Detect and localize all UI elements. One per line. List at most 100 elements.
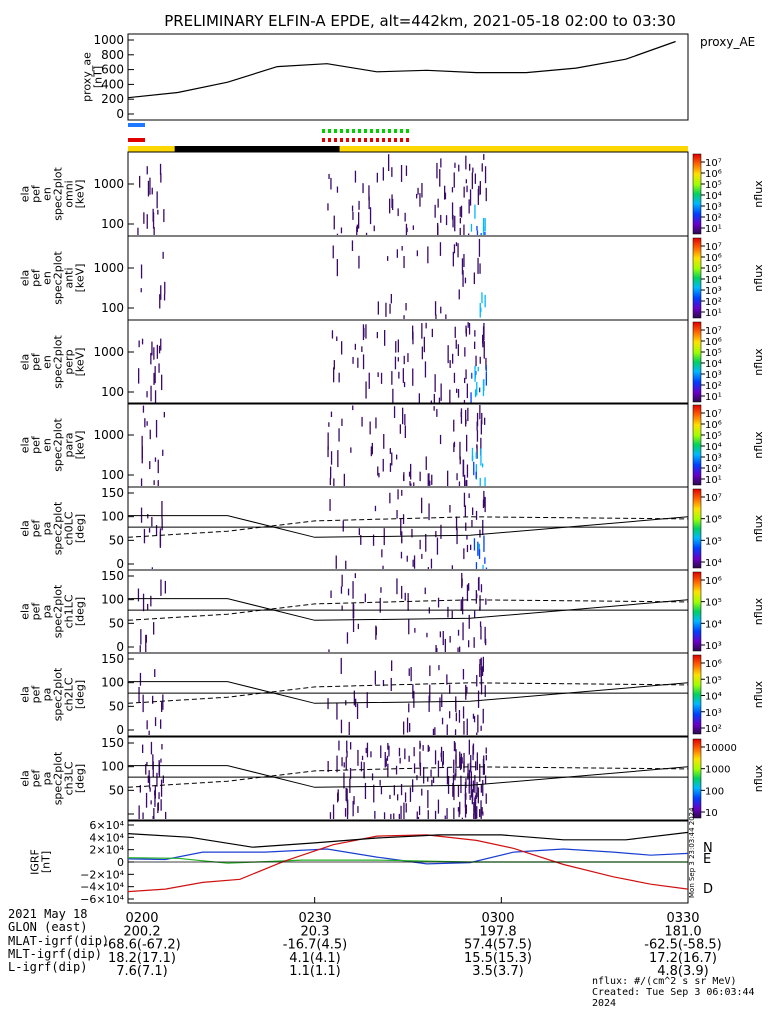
pitch-3-speck (418, 806, 421, 816)
spectrogram-0-speck (479, 181, 481, 195)
pitch-2-speck (146, 720, 148, 730)
spectrogram-3-speck (327, 432, 329, 450)
proxy-ae-panel (127, 33, 689, 121)
pitch-2-speck (465, 684, 467, 700)
colorbar-0 (692, 153, 702, 235)
pitch-2-speck (455, 696, 457, 710)
pitch-1-speck (473, 637, 475, 648)
pitch-1-speck (380, 587, 382, 593)
spectrogram-0-speck (470, 223, 473, 232)
pitch-3-speck (345, 788, 347, 801)
proxy-ae-ylabel-line: [nT] (92, 66, 105, 88)
spectrogram-3-ylabel-line: en (41, 438, 54, 452)
spectrogram-0-speck (358, 200, 360, 210)
colorbar-5-tick-label: 10³ (705, 641, 722, 652)
spectrogram-0-speck (328, 173, 330, 179)
igrf-N-line (127, 848, 689, 865)
spectrogram-3-ylabel-line: ela (19, 437, 32, 454)
proxy-ae-tick-label: 800 (101, 48, 124, 62)
pitch-3-speck (428, 746, 430, 752)
footer-labels: 2021 May 18 GLON (east) MLAT-igrf(dip) M… (8, 907, 109, 974)
pitch-2-specks (138, 656, 486, 735)
footer-value: 0200 (125, 911, 158, 926)
pitch-panel-2 (127, 652, 689, 737)
spectrogram-2-speck (485, 365, 487, 372)
pitch-3-speck (442, 761, 444, 767)
colorbar-3-tick-label: 10¹ (705, 475, 722, 486)
pitch-0-speck (406, 555, 408, 562)
spectrogram-0-speck (465, 179, 467, 184)
red-marker (394, 138, 397, 142)
pitch-2-tick-label: 0 (116, 723, 124, 737)
spectrogram-1-speck (462, 270, 464, 287)
spectrogram-3-speck (429, 480, 431, 486)
pitch-3-speck (455, 749, 457, 767)
green-marker (370, 129, 373, 133)
colorbar-7-label: nflux (752, 764, 765, 792)
spectrogram-0-speck (405, 223, 408, 235)
green-marker (322, 129, 325, 133)
green-marker (346, 129, 349, 133)
spectrogram-3-speck (378, 472, 380, 478)
spectrogram-0-speck (156, 191, 158, 209)
spectrogram-2-speck (391, 371, 393, 385)
pitch-3-speck (160, 758, 162, 763)
footer-value: 15.5(15.3) (464, 951, 532, 966)
spectrogram-3-speck (459, 456, 461, 465)
pitch-1-speck (357, 623, 359, 630)
pitch-2-speck (410, 667, 412, 682)
green-marker (364, 129, 367, 133)
pitch-2-speck (403, 721, 405, 735)
pitch-1-specks (137, 572, 487, 652)
spectrogram-1-speck (479, 263, 481, 274)
spectrogram-panel-1 (127, 235, 689, 321)
pitch-3-speck (153, 808, 155, 819)
spectrogram-0-speck (468, 199, 470, 214)
pitch-3-speck (477, 787, 479, 804)
pitch-0-speck (483, 535, 485, 552)
pitch-3-speck (138, 805, 140, 819)
colorbar-2-tick-label: 10⁴ (705, 359, 722, 370)
spectrogram-3-ylabel-line: [keV] (74, 431, 87, 460)
pitch-2-speck (476, 675, 478, 687)
pitch-2-speck (446, 674, 448, 685)
pitch-3-speck (139, 785, 141, 793)
pitch-1-speck (479, 595, 481, 610)
spectrogram-1-tick-label: 100 (101, 301, 124, 315)
green-marker (394, 129, 397, 133)
spectrogram-3-speck (389, 463, 392, 472)
pitch-1-speck (164, 580, 166, 594)
pitch-0-tick-label: 0 (116, 557, 124, 571)
spectrogram-3-speck (163, 411, 165, 418)
pitch-2-speck (481, 666, 484, 676)
pitch-2-speck (446, 724, 448, 735)
pitch-1-speck (330, 590, 332, 598)
spectrogram-3-speck (427, 473, 429, 486)
igrf-total-line (127, 831, 689, 848)
colorbar-3-tick-label: 10⁵ (705, 431, 722, 442)
pitch-0-speck (466, 535, 468, 540)
pitch-1-speck (140, 629, 142, 645)
colorbar-1-tick-label: 10⁷ (705, 242, 722, 253)
spectrogram-2-speck (380, 372, 383, 384)
pitch-3-speck (142, 744, 144, 753)
pitch-2-speck (439, 697, 441, 712)
spectrogram-0-speck (404, 212, 406, 222)
pitch-3-speck (460, 775, 462, 794)
pitch-0-speck (421, 497, 423, 514)
red-marker (370, 138, 373, 142)
pitch-3-speck (161, 744, 163, 750)
spectrogram-0-speck (369, 207, 372, 225)
spectrogram-0-speck (451, 187, 454, 193)
spectrogram-0-speck (340, 227, 343, 234)
pitch-3-speck (479, 763, 481, 782)
pitch-3-speck (460, 753, 462, 769)
pitch-0-speck (477, 541, 479, 556)
spectrogram-3-speck (476, 430, 479, 442)
spectrogram-0-speck (459, 217, 461, 224)
igrf-tick-label: 6×10⁴ (89, 819, 124, 832)
red-marker (406, 138, 409, 142)
spectrogram-3-speck (154, 457, 157, 462)
spectrogram-2-speck (156, 344, 158, 359)
pitch-0-speck (360, 535, 362, 545)
